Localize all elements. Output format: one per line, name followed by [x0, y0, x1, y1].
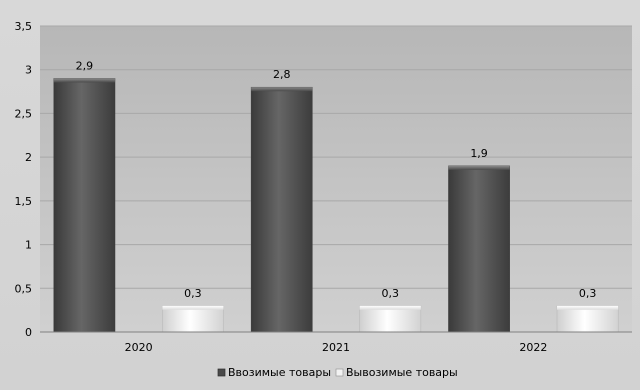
x-axis-ticks: 2020 2021 2022 — [125, 341, 548, 354]
plot-area — [40, 26, 632, 332]
y-tick-label: 3 — [25, 64, 32, 77]
x-tick-label: 2022 — [519, 341, 547, 354]
data-label: 2,8 — [273, 68, 291, 81]
bar-cap — [557, 305, 619, 310]
bar-imports-2020 — [53, 78, 116, 333]
y-tick-label: 2 — [25, 151, 32, 164]
x-tick-label: 2020 — [125, 341, 153, 354]
legend-swatch — [217, 368, 226, 377]
data-label: 0,3 — [579, 287, 597, 300]
data-label: 0,3 — [184, 287, 202, 300]
bars — [53, 78, 619, 333]
y-tick-label: 3,5 — [15, 20, 33, 33]
data-labels: 2,9 0,3 2,8 0,3 1,9 0,3 — [76, 59, 597, 299]
y-tick-label: 1 — [25, 239, 32, 252]
legend-label: Вывозимые товары — [346, 366, 458, 379]
bar-cap — [53, 78, 115, 83]
bar-cap — [162, 305, 224, 310]
bar-imports-2021 — [250, 86, 313, 333]
y-axis-ticks: 0 0,5 1 1,5 2 2,5 3 3,5 — [15, 20, 33, 339]
data-label: 1,9 — [470, 147, 488, 160]
legend: Ввозимые товары Вывозимые товары — [217, 366, 458, 379]
y-tick-label: 2,5 — [15, 107, 33, 120]
y-tick-label: 0,5 — [15, 282, 33, 295]
bar-exports-2020 — [162, 305, 224, 333]
bar-exports-2022 — [556, 305, 619, 333]
y-tick-label: 1,5 — [15, 195, 33, 208]
bar-imports-2022 — [448, 165, 510, 333]
data-label: 2,9 — [76, 59, 94, 72]
legend-swatch — [335, 368, 344, 377]
bar-cap — [359, 305, 421, 310]
data-label: 0,3 — [382, 287, 400, 300]
bar-exports-2021 — [359, 305, 422, 333]
y-tick-label: 0 — [25, 326, 32, 339]
x-tick-label: 2021 — [322, 341, 350, 354]
gridlines — [40, 25, 632, 289]
bar-cap — [251, 87, 313, 92]
bar-cap — [448, 165, 510, 170]
legend-label: Ввозимые товары — [228, 366, 331, 379]
